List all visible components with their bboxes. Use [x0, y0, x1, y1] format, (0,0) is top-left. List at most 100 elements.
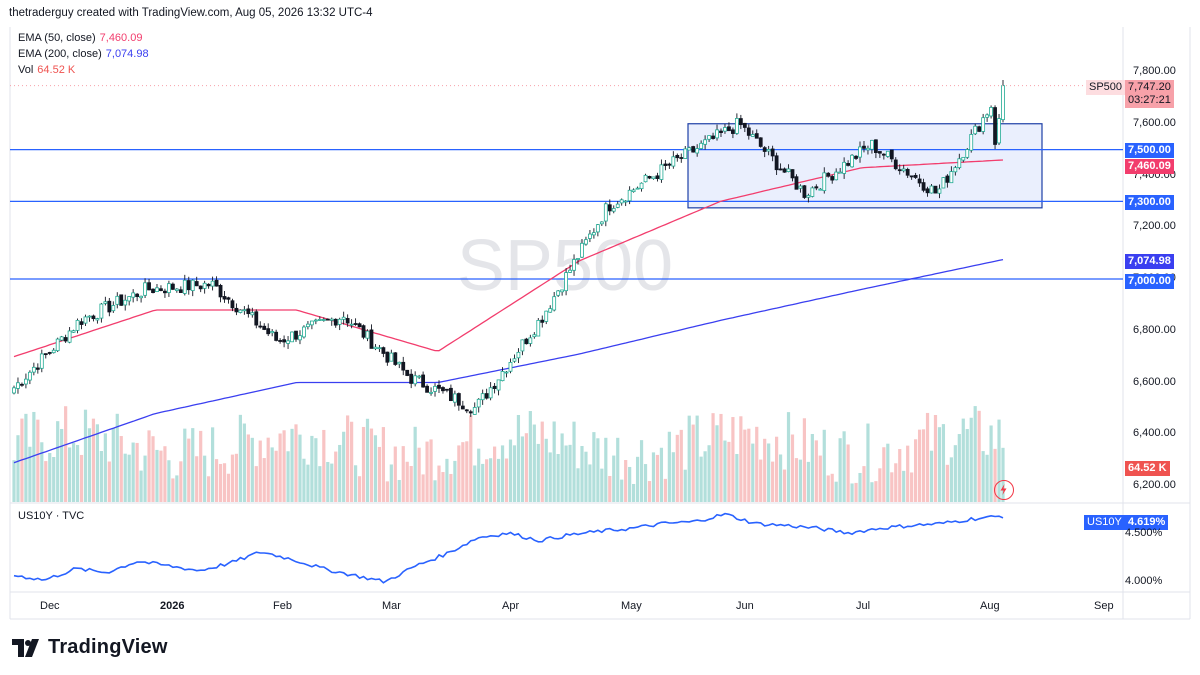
volume-bar — [68, 447, 72, 502]
volume-bar — [671, 452, 675, 502]
volume-bar — [552, 421, 556, 502]
candle-body — [274, 331, 279, 341]
candle-body — [194, 281, 199, 287]
legend-ema50[interactable]: EMA (50, close) 7,460.09 — [18, 32, 142, 44]
candle-body — [254, 311, 259, 326]
volume-bar — [628, 466, 632, 502]
volume-bar — [953, 445, 957, 502]
candle-body — [846, 163, 850, 166]
candle-body — [242, 309, 247, 312]
volume-bar — [965, 429, 969, 502]
volume-bar — [409, 466, 413, 502]
volume-bar — [381, 427, 385, 502]
volume-bar — [147, 430, 151, 502]
volume-bar — [767, 443, 771, 502]
volume-bar — [715, 425, 719, 502]
legend-ema50-label: EMA (50, close) — [18, 32, 96, 44]
candle-body — [63, 337, 68, 342]
candle-body — [262, 325, 267, 330]
volume-bar — [294, 424, 298, 502]
countdown-tag: 03:27:21 — [1125, 93, 1174, 108]
volume-bar — [917, 429, 922, 502]
volume-bar — [163, 446, 167, 502]
lightning-icon[interactable] — [994, 480, 1014, 500]
volume-bar — [584, 451, 588, 502]
volume-bar — [481, 463, 485, 502]
candle-body — [945, 175, 950, 183]
candle-body — [762, 147, 767, 152]
legend-ema200[interactable]: EMA (200, close) 7,074.98 — [18, 48, 149, 60]
sub-chart-legend[interactable]: US10Y · TVC — [18, 510, 85, 522]
volume-bar — [937, 427, 942, 502]
tradingview-logo[interactable]: TradingView — [12, 636, 168, 659]
candle-body — [151, 288, 155, 293]
lightning-glyph — [1000, 484, 1007, 495]
candle-body — [111, 305, 116, 312]
volume-bar — [175, 475, 179, 502]
volume-bar — [60, 428, 64, 502]
candle-body — [345, 318, 350, 324]
candle-body — [270, 331, 275, 334]
price-tick-label: 7,600.00 — [1133, 116, 1176, 129]
volume-bar — [957, 434, 961, 502]
candle-body — [778, 168, 783, 171]
candle-body — [750, 134, 755, 137]
volume-bar — [866, 423, 870, 502]
candle-body — [393, 352, 398, 365]
volume-bar — [496, 458, 501, 502]
candle-body — [643, 174, 648, 183]
candle-body — [794, 176, 799, 190]
candle-body — [651, 176, 656, 180]
volume-bar — [48, 452, 52, 502]
candle-body — [246, 308, 251, 315]
volume-bar — [818, 455, 822, 502]
volume-bar — [302, 458, 306, 502]
volume-bar — [314, 438, 318, 502]
volume-bar — [179, 461, 183, 502]
candle-body — [83, 316, 88, 324]
volume-bar — [794, 458, 799, 502]
candle-body — [774, 155, 779, 171]
candle-body — [79, 321, 84, 325]
legend-volume[interactable]: Vol 64.52 K — [18, 64, 75, 76]
volume-bar — [580, 446, 584, 502]
candle-body — [445, 388, 449, 391]
candle-body — [933, 185, 938, 194]
candle-body — [560, 289, 565, 293]
candle-body — [512, 358, 517, 362]
volume-bar — [929, 450, 934, 502]
candle-body — [107, 300, 112, 313]
candle-body — [564, 272, 568, 292]
candle-body — [373, 346, 378, 350]
candle-body — [917, 178, 922, 184]
candle-body — [568, 269, 572, 273]
volume-bar — [119, 436, 123, 502]
volume-bar — [262, 458, 266, 502]
volume-bar — [512, 445, 517, 502]
volume-bar — [612, 455, 616, 502]
candle-body — [55, 338, 60, 352]
volume-bar — [635, 456, 640, 502]
volume-bar — [588, 464, 592, 502]
volume-bar — [969, 417, 973, 502]
volume-bar — [532, 424, 536, 502]
candle-body — [754, 133, 759, 139]
candle-body — [238, 309, 243, 313]
candle-body — [842, 161, 847, 174]
candle-body — [214, 279, 219, 287]
volume-bar — [814, 440, 818, 502]
volume-bar — [492, 446, 497, 502]
volume-bar — [64, 406, 68, 502]
volume-bar — [242, 423, 246, 502]
candle-body — [870, 139, 874, 150]
volume-bar — [91, 418, 96, 502]
price-tick-label: 6,200.00 — [1133, 479, 1176, 491]
volume-bar — [413, 426, 417, 502]
candle-body — [806, 195, 811, 198]
volume-bar — [691, 424, 695, 502]
candle-body — [178, 289, 183, 293]
candle-body — [985, 114, 990, 118]
sub-symbol-tag: US10Y — [1084, 515, 1125, 530]
